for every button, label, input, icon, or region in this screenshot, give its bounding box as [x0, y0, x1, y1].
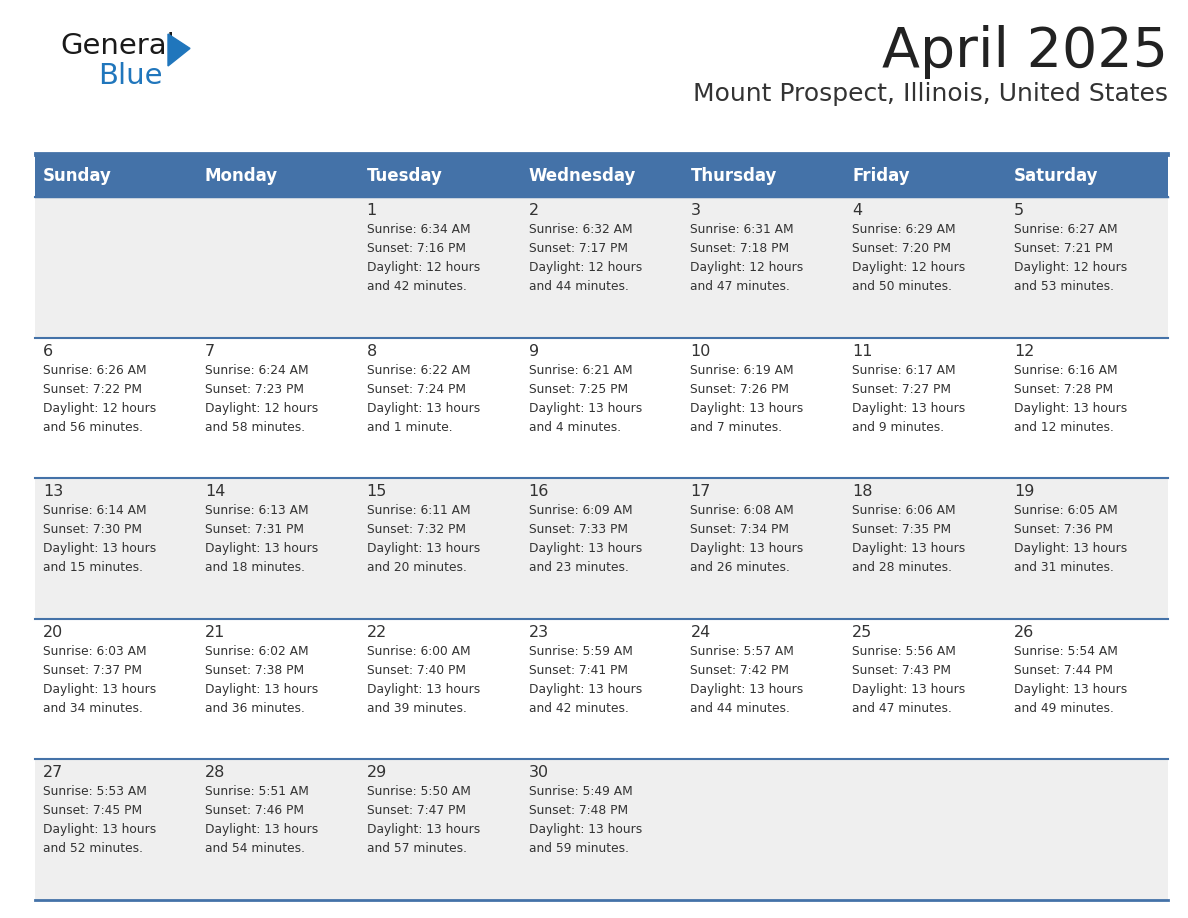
Text: Sunrise: 6:02 AM
Sunset: 7:38 PM
Daylight: 13 hours
and 36 minutes.: Sunrise: 6:02 AM Sunset: 7:38 PM Dayligh…	[204, 644, 318, 715]
Text: Sunrise: 5:49 AM
Sunset: 7:48 PM
Daylight: 13 hours
and 59 minutes.: Sunrise: 5:49 AM Sunset: 7:48 PM Dayligh…	[529, 786, 642, 856]
Text: 15: 15	[367, 484, 387, 499]
Text: 30: 30	[529, 766, 549, 780]
Text: 24: 24	[690, 625, 710, 640]
Text: Thursday: Thursday	[690, 167, 777, 185]
Text: Sunrise: 6:32 AM
Sunset: 7:17 PM
Daylight: 12 hours
and 44 minutes.: Sunrise: 6:32 AM Sunset: 7:17 PM Dayligh…	[529, 223, 642, 293]
Text: Sunrise: 5:53 AM
Sunset: 7:45 PM
Daylight: 13 hours
and 52 minutes.: Sunrise: 5:53 AM Sunset: 7:45 PM Dayligh…	[43, 786, 157, 856]
Text: 7: 7	[204, 343, 215, 359]
Text: Sunrise: 6:22 AM
Sunset: 7:24 PM
Daylight: 13 hours
and 1 minute.: Sunrise: 6:22 AM Sunset: 7:24 PM Dayligh…	[367, 364, 480, 433]
Text: Sunrise: 6:16 AM
Sunset: 7:28 PM
Daylight: 13 hours
and 12 minutes.: Sunrise: 6:16 AM Sunset: 7:28 PM Dayligh…	[1015, 364, 1127, 433]
Text: 11: 11	[852, 343, 873, 359]
Text: Sunrise: 5:56 AM
Sunset: 7:43 PM
Daylight: 13 hours
and 47 minutes.: Sunrise: 5:56 AM Sunset: 7:43 PM Dayligh…	[852, 644, 966, 715]
Text: 10: 10	[690, 343, 710, 359]
Text: 29: 29	[367, 766, 387, 780]
Text: 8: 8	[367, 343, 377, 359]
Text: Sunrise: 6:09 AM
Sunset: 7:33 PM
Daylight: 13 hours
and 23 minutes.: Sunrise: 6:09 AM Sunset: 7:33 PM Dayligh…	[529, 504, 642, 574]
Text: Monday: Monday	[204, 167, 278, 185]
Text: Sunday: Sunday	[43, 167, 112, 185]
Text: 28: 28	[204, 766, 226, 780]
Text: 21: 21	[204, 625, 226, 640]
Text: 13: 13	[43, 484, 63, 499]
Text: Sunrise: 6:05 AM
Sunset: 7:36 PM
Daylight: 13 hours
and 31 minutes.: Sunrise: 6:05 AM Sunset: 7:36 PM Dayligh…	[1015, 504, 1127, 574]
Text: 3: 3	[690, 203, 701, 218]
Text: Sunrise: 6:08 AM
Sunset: 7:34 PM
Daylight: 13 hours
and 26 minutes.: Sunrise: 6:08 AM Sunset: 7:34 PM Dayligh…	[690, 504, 803, 574]
Text: 18: 18	[852, 484, 873, 499]
Text: 23: 23	[529, 625, 549, 640]
Text: 16: 16	[529, 484, 549, 499]
Bar	[34, 338, 1168, 478]
Text: 27: 27	[43, 766, 63, 780]
Text: 6: 6	[43, 343, 53, 359]
Text: Friday: Friday	[852, 167, 910, 185]
Text: Sunrise: 6:06 AM
Sunset: 7:35 PM
Daylight: 13 hours
and 28 minutes.: Sunrise: 6:06 AM Sunset: 7:35 PM Dayligh…	[852, 504, 966, 574]
Text: 17: 17	[690, 484, 710, 499]
Text: General: General	[61, 32, 175, 60]
Text: April 2025: April 2025	[881, 25, 1168, 79]
Text: Tuesday: Tuesday	[367, 167, 443, 185]
Text: Sunrise: 6:27 AM
Sunset: 7:21 PM
Daylight: 12 hours
and 53 minutes.: Sunrise: 6:27 AM Sunset: 7:21 PM Dayligh…	[1015, 223, 1127, 293]
Bar	[34, 197, 1168, 338]
Text: Sunrise: 6:34 AM
Sunset: 7:16 PM
Daylight: 12 hours
and 42 minutes.: Sunrise: 6:34 AM Sunset: 7:16 PM Dayligh…	[367, 223, 480, 293]
Text: Mount Prospect, Illinois, United States: Mount Prospect, Illinois, United States	[693, 82, 1168, 106]
Text: Blue: Blue	[97, 62, 163, 90]
Text: 5: 5	[1015, 203, 1024, 218]
Polygon shape	[168, 34, 190, 66]
Text: Sunrise: 6:11 AM
Sunset: 7:32 PM
Daylight: 13 hours
and 20 minutes.: Sunrise: 6:11 AM Sunset: 7:32 PM Dayligh…	[367, 504, 480, 574]
Text: Sunrise: 6:26 AM
Sunset: 7:22 PM
Daylight: 12 hours
and 56 minutes.: Sunrise: 6:26 AM Sunset: 7:22 PM Dayligh…	[43, 364, 157, 433]
Bar	[34, 619, 1168, 759]
Text: 22: 22	[367, 625, 387, 640]
Text: Sunrise: 6:31 AM
Sunset: 7:18 PM
Daylight: 12 hours
and 47 minutes.: Sunrise: 6:31 AM Sunset: 7:18 PM Dayligh…	[690, 223, 803, 293]
Text: 2: 2	[529, 203, 538, 218]
Text: Wednesday: Wednesday	[529, 167, 636, 185]
Text: Saturday: Saturday	[1015, 167, 1099, 185]
Text: Sunrise: 5:57 AM
Sunset: 7:42 PM
Daylight: 13 hours
and 44 minutes.: Sunrise: 5:57 AM Sunset: 7:42 PM Dayligh…	[690, 644, 803, 715]
Text: Sunrise: 5:51 AM
Sunset: 7:46 PM
Daylight: 13 hours
and 54 minutes.: Sunrise: 5:51 AM Sunset: 7:46 PM Dayligh…	[204, 786, 318, 856]
Text: Sunrise: 5:50 AM
Sunset: 7:47 PM
Daylight: 13 hours
and 57 minutes.: Sunrise: 5:50 AM Sunset: 7:47 PM Dayligh…	[367, 786, 480, 856]
Text: 9: 9	[529, 343, 538, 359]
Text: Sunrise: 5:59 AM
Sunset: 7:41 PM
Daylight: 13 hours
and 42 minutes.: Sunrise: 5:59 AM Sunset: 7:41 PM Dayligh…	[529, 644, 642, 715]
Text: 4: 4	[852, 203, 862, 218]
Text: 26: 26	[1015, 625, 1035, 640]
Text: Sunrise: 6:00 AM
Sunset: 7:40 PM
Daylight: 13 hours
and 39 minutes.: Sunrise: 6:00 AM Sunset: 7:40 PM Dayligh…	[367, 644, 480, 715]
Bar	[34, 478, 1168, 619]
Text: Sunrise: 6:03 AM
Sunset: 7:37 PM
Daylight: 13 hours
and 34 minutes.: Sunrise: 6:03 AM Sunset: 7:37 PM Dayligh…	[43, 644, 157, 715]
Text: Sunrise: 6:19 AM
Sunset: 7:26 PM
Daylight: 13 hours
and 7 minutes.: Sunrise: 6:19 AM Sunset: 7:26 PM Dayligh…	[690, 364, 803, 433]
Bar	[34, 155, 1168, 197]
Text: 20: 20	[43, 625, 63, 640]
Text: Sunrise: 6:14 AM
Sunset: 7:30 PM
Daylight: 13 hours
and 15 minutes.: Sunrise: 6:14 AM Sunset: 7:30 PM Dayligh…	[43, 504, 157, 574]
Text: Sunrise: 6:21 AM
Sunset: 7:25 PM
Daylight: 13 hours
and 4 minutes.: Sunrise: 6:21 AM Sunset: 7:25 PM Dayligh…	[529, 364, 642, 433]
Text: 12: 12	[1015, 343, 1035, 359]
Text: Sunrise: 6:13 AM
Sunset: 7:31 PM
Daylight: 13 hours
and 18 minutes.: Sunrise: 6:13 AM Sunset: 7:31 PM Dayligh…	[204, 504, 318, 574]
Text: Sunrise: 5:54 AM
Sunset: 7:44 PM
Daylight: 13 hours
and 49 minutes.: Sunrise: 5:54 AM Sunset: 7:44 PM Dayligh…	[1015, 644, 1127, 715]
Text: 19: 19	[1015, 484, 1035, 499]
Text: Sunrise: 6:17 AM
Sunset: 7:27 PM
Daylight: 13 hours
and 9 minutes.: Sunrise: 6:17 AM Sunset: 7:27 PM Dayligh…	[852, 364, 966, 433]
Text: 25: 25	[852, 625, 872, 640]
Bar	[34, 759, 1168, 900]
Text: Sunrise: 6:24 AM
Sunset: 7:23 PM
Daylight: 12 hours
and 58 minutes.: Sunrise: 6:24 AM Sunset: 7:23 PM Dayligh…	[204, 364, 318, 433]
Text: 1: 1	[367, 203, 377, 218]
Text: Sunrise: 6:29 AM
Sunset: 7:20 PM
Daylight: 12 hours
and 50 minutes.: Sunrise: 6:29 AM Sunset: 7:20 PM Dayligh…	[852, 223, 966, 293]
Text: 14: 14	[204, 484, 226, 499]
